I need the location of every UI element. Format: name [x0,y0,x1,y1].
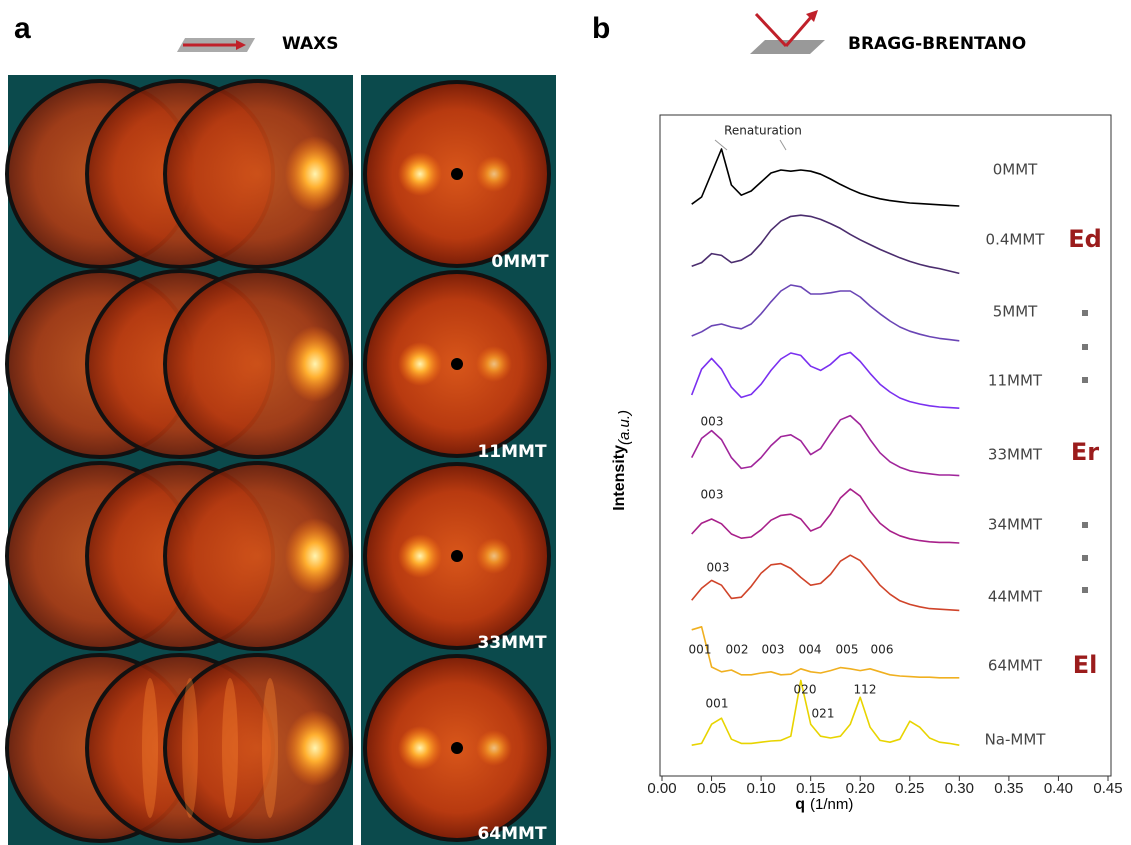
detector-image [163,653,353,843]
plot: 0.00 0.05 0.10 0.15 0.20 0.25 0.30 0.35 0.40 0.45… [611,124,1122,814]
hot-spot [285,518,345,594]
series-label: 64MMT [988,657,1043,675]
series-label: 44MMT [988,588,1043,606]
sample-icon [750,40,825,54]
dot-marker [1082,522,1088,528]
peak-annotation: 003 [701,488,724,502]
image-label: 64MMT [477,824,546,844]
detector-image [163,269,353,459]
ring-arc [222,678,238,818]
y-axis-label: Intensity [611,445,628,511]
group-label: Ed [1068,225,1102,253]
beam-stop [451,358,463,370]
peak-annotation: 005 [836,643,859,657]
peak-annotation: 112 [854,683,877,697]
x-axis-label: q [795,796,805,813]
x-tick-label: 0.30 [945,780,974,797]
ring-arc [262,678,278,818]
curve [691,214,960,275]
ring-arc [182,678,198,818]
dot-marker [1082,555,1088,561]
hot-spot [398,152,442,196]
detector-image [163,461,353,651]
peak-annotation: 020 [794,683,817,697]
panel-letter: b [592,12,610,45]
annotation-pointer [779,139,787,151]
curve [691,148,960,207]
x-tick-label: 0.40 [1044,780,1073,797]
curve [691,626,960,679]
hot-spot [476,730,512,766]
beam-arrow-head [806,10,818,22]
series-label: 11MMT [988,372,1043,390]
dot-marker [1082,587,1088,593]
peak-annotation: 006 [871,643,894,657]
peak-annotation: Renaturation [724,124,802,138]
curve [691,554,960,612]
curve [690,351,960,409]
hot-spot [398,342,442,386]
x-axis-unit: (1/nm) [810,796,853,813]
x-tick-label: 0.35 [994,780,1023,797]
peak-annotation: 001 [689,643,712,657]
image-label: 33MMT [477,633,546,653]
series-label: 5MMT [993,303,1038,321]
series-label: 0MMT [993,161,1038,179]
curve [691,284,960,342]
detector-image [163,79,353,269]
series-label: 34MMT [988,516,1043,534]
group-label: El [1073,651,1098,679]
image-label: 11MMT [477,442,546,462]
group-label: Er [1071,438,1099,466]
hot-spot [476,538,512,574]
peak-annotation: 001 [706,697,729,711]
beam-arrow-head [236,40,246,50]
beam-stop [451,742,463,754]
x-tick-label: 0.00 [647,780,676,797]
x-tick-label: 0.10 [747,780,776,797]
peak-annotation: 003 [707,561,730,575]
peak-annotation: 002 [726,643,749,657]
y-axis-unit: (a.u.) [616,410,633,445]
x-tick-label: 0.15 [796,780,825,797]
annotation-pointer [714,139,728,151]
series-label: Na-MMT [985,731,1047,749]
x-tick-label: 0.05 [697,780,726,797]
x-tick-label: 0.45 [1093,780,1122,797]
beam-stop [451,550,463,562]
dot-marker [1082,377,1088,383]
panel-title: WAXS [282,34,339,54]
curve [691,679,960,746]
peak-annotation: 004 [799,643,822,657]
beam-stop [451,168,463,180]
image-label: 0MMT [491,252,549,272]
beam-out [784,15,814,47]
hot-spot [285,136,345,212]
hot-spot [398,726,442,770]
curve [691,488,960,544]
x-tick-label: 0.20 [846,780,875,797]
plot-frame [659,114,1112,777]
curve [690,414,960,477]
peak-annotation: 003 [762,643,785,657]
hot-spot [476,346,512,382]
ring-arc [142,678,158,818]
hot-spot [476,156,512,192]
panel-title: BRAGG-BRENTANO [848,34,1026,54]
hot-spot [285,710,345,786]
peak-annotation: 021 [812,707,835,721]
panel-letter: a [14,12,31,45]
x-tick-label: 0.25 [895,780,924,797]
series-label: 0.4MMT [986,231,1046,249]
dot-marker [1082,310,1088,316]
series-label: 33MMT [988,446,1043,464]
hot-spot [398,534,442,578]
beam-in [754,12,788,48]
waxs-images: 0MMT 11MMT 33MMT 64MMT [5,79,551,844]
dot-marker [1082,344,1088,350]
peak-annotation: 003 [701,415,724,429]
hot-spot [285,326,345,402]
